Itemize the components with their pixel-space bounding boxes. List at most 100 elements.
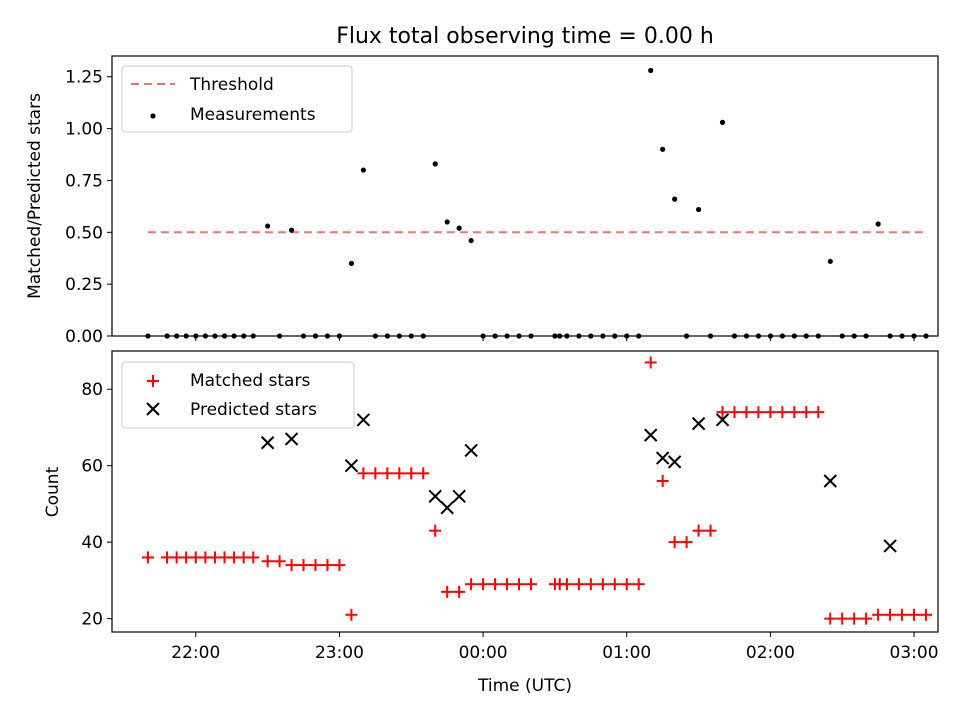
predicted-star-marker <box>883 539 897 553</box>
matched-star-marker <box>824 612 837 625</box>
predicted-star-marker <box>344 458 359 473</box>
predicted-star-stroke-b <box>464 443 478 458</box>
measurement-point <box>803 333 809 339</box>
measurement-point <box>312 333 319 339</box>
matched-star-marker <box>656 474 669 487</box>
matched-star-marker <box>752 406 765 419</box>
predicted-legend-label: Predicted stars <box>190 400 317 420</box>
predicted-star-stroke-b <box>344 458 359 473</box>
measurement-point <box>719 119 726 125</box>
bottom-y-tick-label: 60 <box>81 457 103 477</box>
measurement-point <box>265 223 271 229</box>
x-tick-label: 02:00 <box>746 643 795 663</box>
matched-star-marker <box>261 555 274 568</box>
matched-star-marker <box>441 585 454 598</box>
measurement-point <box>624 333 630 339</box>
measurement-point <box>300 333 307 339</box>
measurement-point <box>660 146 666 152</box>
matched-star-marker <box>501 578 514 591</box>
top-y-tick-label: 0.50 <box>65 223 103 243</box>
measurement-point <box>887 333 893 339</box>
measurement-point <box>202 333 208 339</box>
measurement-point <box>480 333 486 339</box>
measurement-point <box>444 219 450 225</box>
measurement-point <box>276 333 283 339</box>
matched-star-marker <box>572 578 585 591</box>
matched-star-marker <box>620 578 633 591</box>
top-y-tick-label: 1.00 <box>65 120 103 140</box>
predicted-star-stroke-b <box>260 436 275 450</box>
top-y-tick-label: 0.25 <box>65 275 103 295</box>
top-panel: 0.00 0.25 0.50 0.75 1.00 1.25 Matched/Predict… <box>25 55 939 347</box>
measurement-point <box>384 333 390 339</box>
measurements-legend-swatch <box>150 113 156 119</box>
measurement-point <box>875 221 881 227</box>
measurement-point <box>767 333 774 339</box>
predicted-star-marker <box>823 474 837 488</box>
threshold-legend-label: Threshold <box>189 75 274 95</box>
measurement-point <box>372 333 378 339</box>
matched-star-marker <box>309 559 322 572</box>
predicted-star-stroke-b <box>655 451 670 465</box>
measurement-point <box>576 333 582 339</box>
matched-star-marker <box>800 406 813 419</box>
predicted-star-marker <box>440 501 454 515</box>
measurement-point <box>791 333 797 339</box>
bottom-y-tick-label: 80 <box>81 380 103 400</box>
measurement-point <box>851 333 857 339</box>
bottom-y-tick-label: 20 <box>81 610 103 630</box>
x-tick-label: 22:00 <box>171 643 220 663</box>
bottom-y-axis-label: Count <box>43 466 63 517</box>
matched-star-marker <box>788 406 801 419</box>
measurement-point <box>695 206 702 213</box>
measurement-point <box>145 333 151 339</box>
measurement-point <box>672 196 678 202</box>
matched-star-marker <box>345 608 358 621</box>
matched-legend-swatch <box>147 375 159 387</box>
matched-star-marker <box>273 555 286 568</box>
matched-star-marker <box>453 585 466 598</box>
matched-star-marker <box>584 578 597 591</box>
matched-star-marker <box>644 356 657 369</box>
measurement-point <box>231 333 237 339</box>
measurement-point <box>324 333 331 339</box>
top-panel-frame <box>111 55 939 337</box>
matched-star-marker <box>596 578 609 591</box>
predicted-star-stroke-b <box>715 413 730 427</box>
top-y-axis-label: Matched/Predicted stars <box>25 93 45 299</box>
matched-star-marker <box>560 578 573 591</box>
top-panel-marks: 0.00 0.25 0.50 0.75 1.00 1.25 <box>65 68 929 347</box>
x-tick-label: 23:00 <box>315 643 364 663</box>
measurement-point <box>504 333 510 339</box>
matched-star-marker <box>716 406 729 419</box>
matched-star-marker <box>896 608 909 621</box>
matched-star-marker <box>429 524 442 537</box>
bottom-legend-box <box>121 361 355 429</box>
top-y-tick-label: 0.00 <box>65 327 103 347</box>
top-y-tick-label: 1.25 <box>65 68 103 88</box>
predicted-star-stroke-b <box>356 413 371 427</box>
predicted-star-stroke-b <box>452 489 466 503</box>
matched-star-marker <box>141 551 154 564</box>
measurement-point <box>360 167 366 173</box>
measurement-point <box>755 333 762 339</box>
measurement-point <box>212 333 218 339</box>
top-legend-box <box>121 65 353 133</box>
predicted-star-stroke-b <box>440 501 454 515</box>
measurement-point <box>899 333 905 339</box>
matched-star-marker <box>489 578 502 591</box>
predicted-star-marker <box>715 413 730 427</box>
predicted-star-marker <box>260 436 275 450</box>
measurement-point <box>815 333 821 339</box>
figure-title: Flux total observing time = 0.00 h <box>336 24 714 49</box>
predicted-star-marker <box>452 489 466 503</box>
predicted-star-marker <box>691 416 706 431</box>
measurement-point <box>731 333 738 339</box>
top-y-tick-label: 0.75 <box>65 171 103 191</box>
measurement-point <box>528 333 534 339</box>
bottom-legend: Matched stars Predicted stars <box>121 361 355 429</box>
predicted-star-marker <box>464 443 478 458</box>
measurement-point <box>288 227 295 233</box>
measurement-point <box>420 333 426 339</box>
